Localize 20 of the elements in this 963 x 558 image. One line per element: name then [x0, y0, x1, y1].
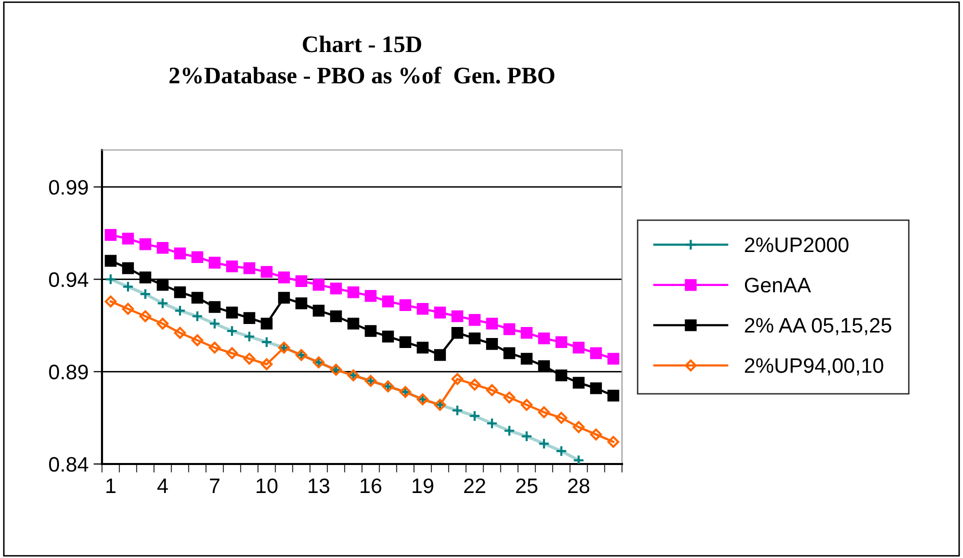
legend-label: 2% AA 05,15,25	[744, 318, 892, 336]
legend-label: GenAA	[744, 278, 811, 292]
y-tick-label: 0.94	[49, 272, 88, 288]
x-tick-label: 7	[210, 478, 220, 493]
y-tick-label: 0.84	[49, 457, 88, 472]
x-tick-label: 19	[412, 478, 434, 494]
x-tick-label: 28	[568, 478, 590, 494]
legend-label: 2%UP2000	[744, 237, 848, 252]
legend-label: 2%UP94,00,10	[744, 358, 884, 376]
y-tick-label: 0.99	[49, 180, 88, 195]
y-tick-label: 0.89	[49, 364, 88, 380]
x-tick-label: 13	[308, 478, 330, 494]
x-tick-label: 4	[157, 478, 168, 493]
x-tick-label: 22	[464, 478, 486, 493]
x-tick-label: 1	[106, 478, 116, 493]
x-tick-label: 10	[256, 478, 278, 494]
x-tick-label: 25	[516, 478, 538, 494]
chart-title: Chart - 15D	[302, 36, 422, 52]
chart-subtitle: 2%Database - PBO as %of Gen. PBO	[170, 66, 554, 84]
x-tick-label: 16	[360, 478, 382, 494]
